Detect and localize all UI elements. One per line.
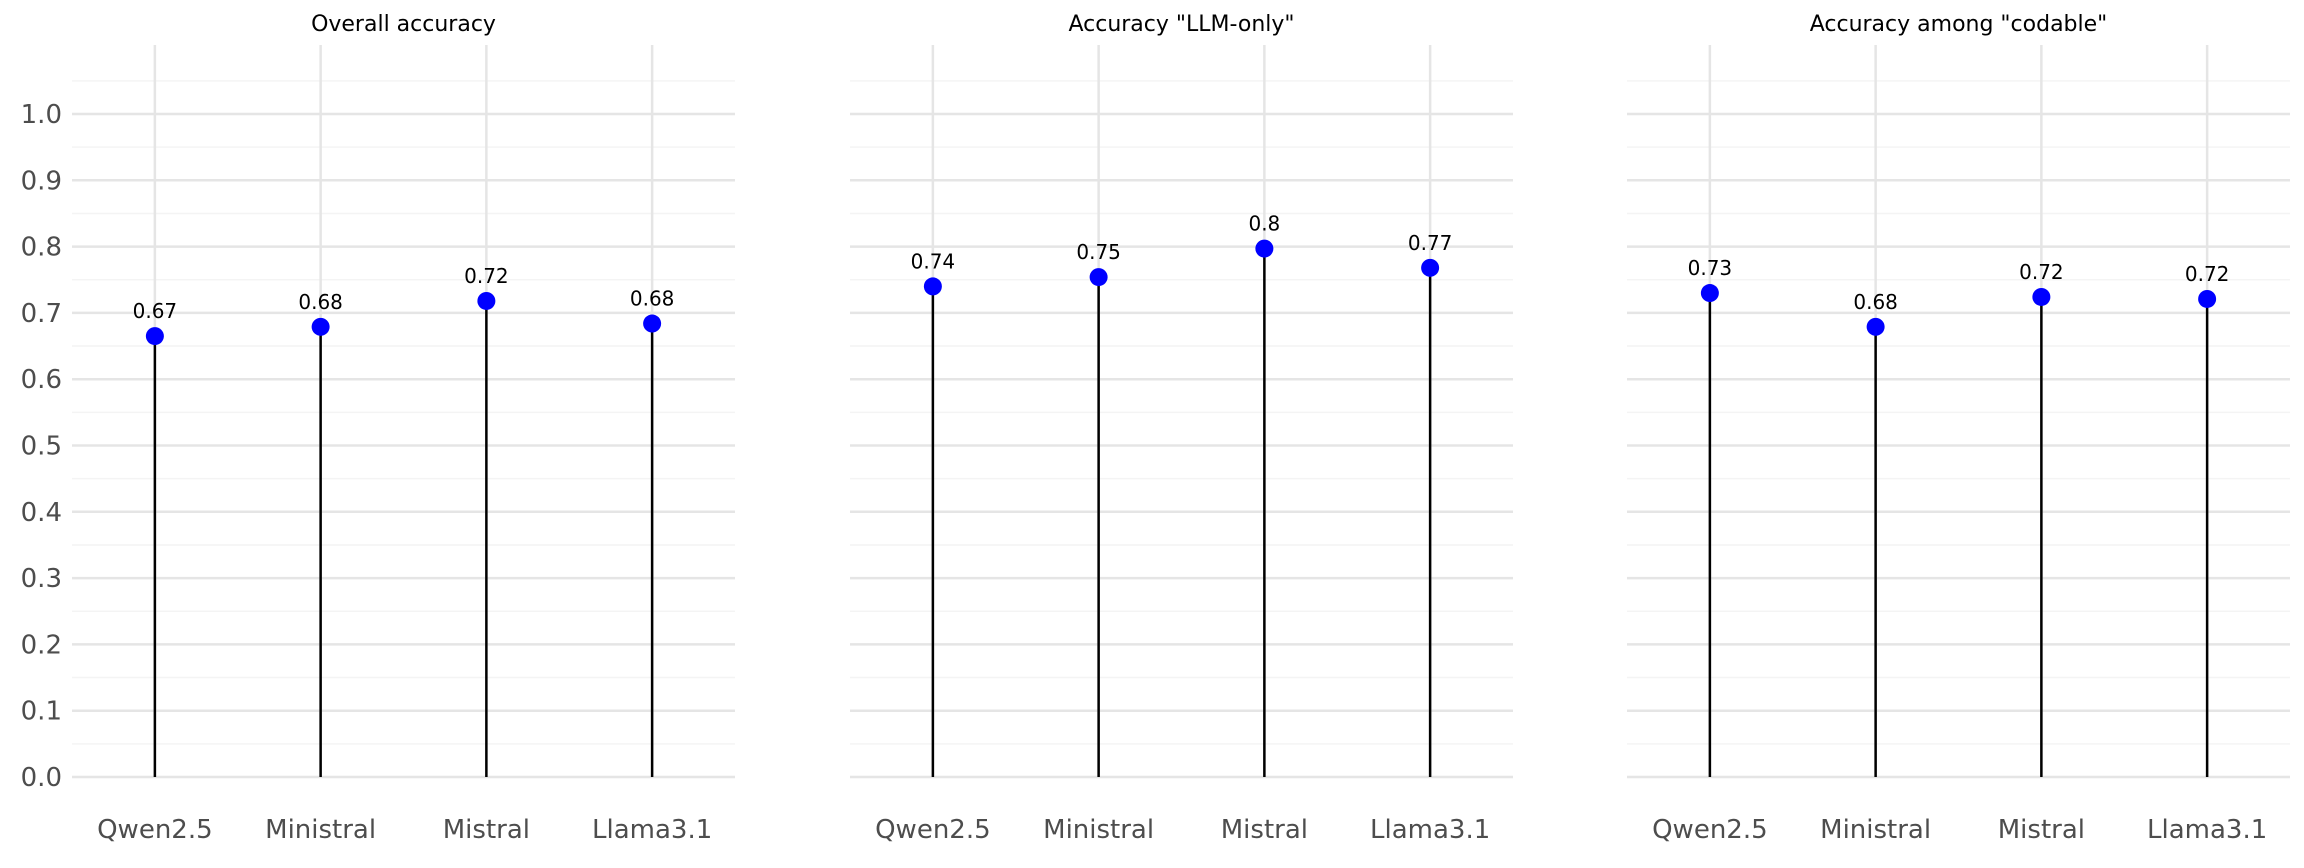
chart-panel-2: Accuracy "LLM-only" Qwen2.5 Ministral Mistr… [850, 12, 1513, 845]
lollipop-marker [1089, 268, 1108, 287]
y-tick-label: 0.4 [21, 498, 62, 528]
data-label: 0.77 [1408, 231, 1453, 255]
data-label: 0.75 [1076, 240, 1121, 264]
data-label: 0.74 [911, 249, 956, 273]
x-tick-label: Qwen2.5 [1652, 815, 1768, 845]
y-tick-label: 1.0 [21, 100, 62, 130]
lollipop-marker [1421, 258, 1440, 277]
x-tick-label: Qwen2.5 [97, 815, 213, 845]
y-tick-label: 0.1 [21, 697, 62, 727]
lollipop-marker [2198, 289, 2217, 308]
lollipop-marker [1700, 284, 1719, 303]
y-tick-label: 0.6 [21, 365, 62, 395]
lollipop-marker [643, 314, 662, 333]
lollipop-marker [1866, 317, 1885, 336]
x-tick-label: Llama3.1 [1370, 815, 1490, 845]
y-tick-label: 0.0 [21, 763, 62, 793]
data-label: 0.72 [2185, 262, 2230, 286]
data-label: 0.68 [1853, 290, 1898, 314]
data-label: 0.67 [133, 299, 178, 323]
x-tick-label: Mistral [1998, 815, 2085, 845]
panel-title: Accuracy among "codable" [1810, 12, 2108, 37]
y-tick-label: 0.9 [21, 166, 62, 196]
lollipop-marker [1255, 239, 1274, 258]
y-tick-label: 0.5 [21, 432, 62, 462]
chart-panel-1: 0.0 0.1 0.2 0.3 0.4 0.5 0.6 0.7 0.8 0.9 1.0 Overall… [21, 12, 735, 845]
data-label: 0.68 [298, 290, 343, 314]
data-label: 0.72 [464, 264, 509, 288]
lollipop-marker [477, 291, 496, 310]
x-tick-label: Qwen2.5 [875, 815, 991, 845]
lollipop-marker [2032, 287, 2051, 306]
data-label: 0.68 [630, 287, 675, 311]
lollipop-marker [923, 277, 942, 296]
x-tick-label: Llama3.1 [592, 815, 712, 845]
x-tick-label: Ministral [265, 815, 376, 845]
y-tick-label: 0.7 [21, 299, 62, 329]
data-label: 0.8 [1248, 212, 1280, 236]
x-tick-label: Ministral [1043, 815, 1154, 845]
chart-panel-3: Accuracy among "codable" Qwen2.5 Ministral… [1627, 12, 2290, 845]
x-tick-label: Llama3.1 [2147, 815, 2267, 845]
y-tick-label: 0.3 [21, 564, 62, 594]
lollipop-marker [145, 327, 164, 346]
y-tick-label: 0.2 [21, 630, 62, 660]
x-tick-label: Mistral [1221, 815, 1308, 845]
x-tick-label: Mistral [443, 815, 530, 845]
data-label: 0.72 [2019, 260, 2064, 284]
panel-title: Overall accuracy [311, 12, 496, 37]
data-label: 0.73 [1688, 256, 1733, 280]
lollipop-marker [311, 317, 330, 336]
panel-title: Accuracy "LLM-only" [1068, 12, 1294, 37]
x-tick-label: Ministral [1820, 815, 1931, 845]
y-tick-label: 0.8 [21, 233, 62, 263]
